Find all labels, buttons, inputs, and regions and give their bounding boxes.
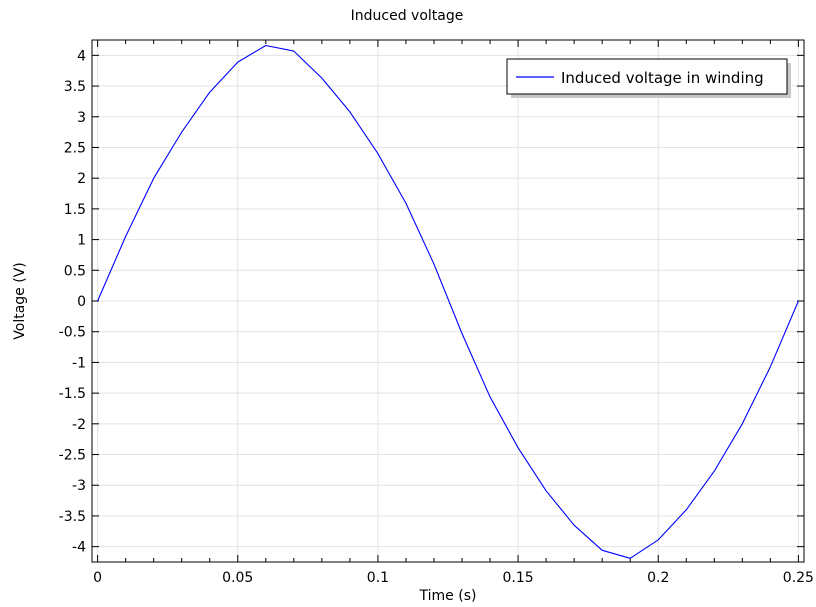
x-tick-label: 0.05 <box>222 570 253 586</box>
axis-ticks <box>92 40 804 562</box>
y-tick-label: -3 <box>72 478 86 494</box>
y-tick-label: -2 <box>72 417 86 433</box>
legend: Induced voltage in winding <box>506 58 791 98</box>
y-axis-title: Voltage (V) <box>12 262 28 339</box>
y-tick-label: -0.5 <box>59 325 86 341</box>
y-tick-label: 4 <box>77 48 86 64</box>
y-tick-label: 0.5 <box>64 263 86 279</box>
x-axis-title: Time (s) <box>419 588 477 604</box>
y-tick-label: 3.5 <box>64 79 86 95</box>
y-tick-label: -4 <box>72 540 86 556</box>
y-tick-label: -3.5 <box>59 509 86 525</box>
y-tick-label: 3 <box>77 110 86 126</box>
y-tick-labels: 4 3.5 3 2.5 2 1.5 1 0.5 0 -0.5 -1 -1.5 -2 -2.5 -3 -3.5 -… <box>59 48 86 555</box>
x-tick-label: 0 <box>93 570 102 586</box>
x-tick-labels: 0 0.05 0.1 0.15 0.2 0.25 <box>93 570 814 586</box>
legend-label: Induced voltage in winding <box>561 69 764 87</box>
x-tick-label: 0.2 <box>647 570 669 586</box>
y-tick-label: 1.5 <box>64 202 86 218</box>
y-tick-label: -2.5 <box>59 448 86 464</box>
y-tick-label: 0 <box>77 294 86 310</box>
x-tick-label: 0.25 <box>783 570 814 586</box>
y-tick-label: -1 <box>72 355 86 371</box>
y-tick-label: 2 <box>77 171 86 187</box>
y-tick-label: 1 <box>77 233 86 249</box>
series-group <box>97 44 799 559</box>
series-line <box>97 44 799 559</box>
x-tick-label: 0.15 <box>502 570 533 586</box>
grid <box>92 40 804 562</box>
y-tick-label: -1.5 <box>59 386 86 402</box>
y-tick-label: 2.5 <box>64 140 86 156</box>
chart-title: Induced voltage <box>351 8 464 24</box>
x-tick-label: 0.1 <box>367 570 389 586</box>
